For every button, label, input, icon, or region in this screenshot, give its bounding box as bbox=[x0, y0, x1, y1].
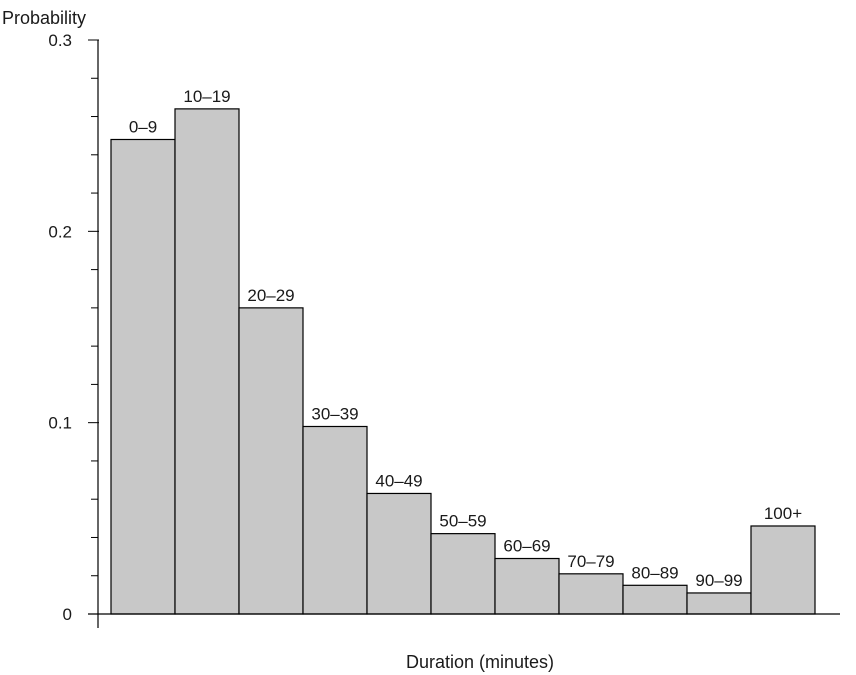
x-axis-label: Duration (minutes) bbox=[406, 652, 554, 672]
bar-label-9: 90–99 bbox=[695, 571, 742, 590]
axes bbox=[88, 40, 840, 628]
bar-label-1: 10–19 bbox=[183, 87, 230, 106]
bar-8 bbox=[622, 584, 688, 615]
bars: 0–9 10–19 20–29 30–39 40–49 50–59 60–69 70–79 80… bbox=[110, 87, 816, 615]
bar-6 bbox=[494, 557, 560, 615]
bar-label-5: 50–59 bbox=[439, 512, 486, 531]
bar-9 bbox=[686, 592, 752, 615]
bar-label-2: 20–29 bbox=[247, 286, 294, 305]
y-tick-label: 0.1 bbox=[48, 414, 72, 433]
bar-label-3: 30–39 bbox=[311, 404, 358, 423]
bar-0 bbox=[110, 138, 176, 615]
bar-5 bbox=[430, 533, 496, 615]
bar-4 bbox=[366, 492, 432, 615]
bar-label-10: 100+ bbox=[764, 504, 802, 523]
bar-2 bbox=[238, 307, 304, 615]
bar-3 bbox=[302, 425, 368, 615]
bar-label-0: 0–9 bbox=[129, 117, 157, 136]
bar-10 bbox=[750, 525, 816, 615]
bar-7 bbox=[558, 573, 624, 615]
bar-label-7: 70–79 bbox=[567, 552, 614, 571]
y-tick-label: 0.2 bbox=[48, 222, 72, 241]
y-axis-label: Probability bbox=[2, 8, 86, 28]
bar-1 bbox=[174, 108, 240, 615]
y-axis-ticks: 0 0.1 0.2 0.3 bbox=[48, 31, 99, 624]
bar-label-4: 40–49 bbox=[375, 471, 422, 490]
y-tick-label: 0.3 bbox=[48, 31, 72, 50]
bar-label-8: 80–89 bbox=[631, 563, 678, 582]
y-tick-label: 0 bbox=[63, 605, 72, 624]
bar-label-6: 60–69 bbox=[503, 537, 550, 556]
